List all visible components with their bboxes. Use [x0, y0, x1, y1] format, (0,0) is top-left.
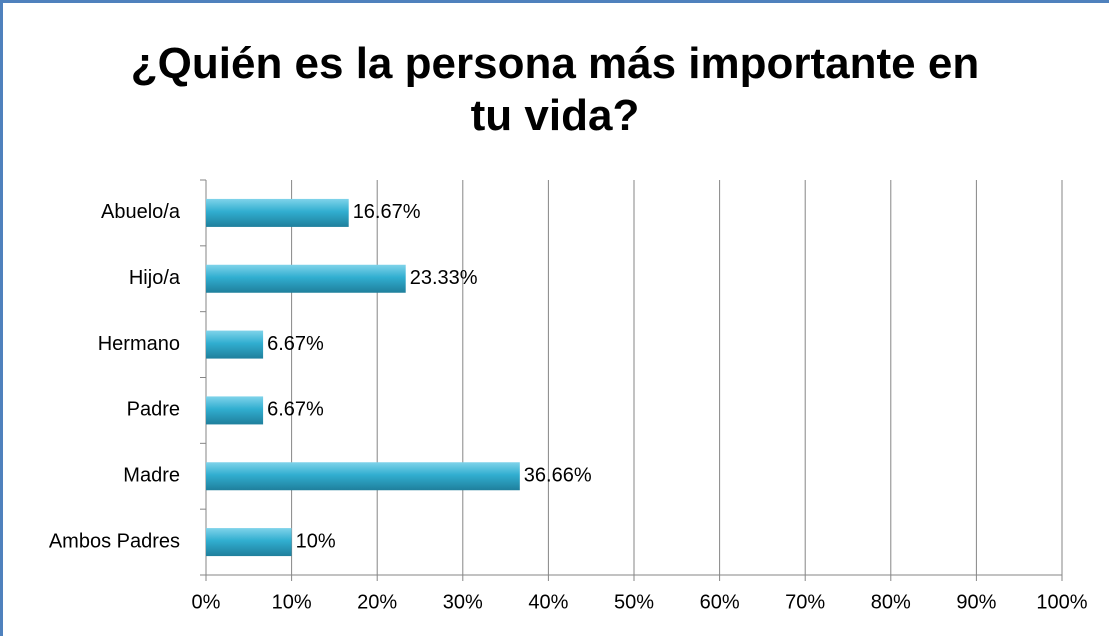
data-label: 16.67% — [353, 201, 421, 223]
bar — [206, 396, 264, 425]
x-tick-label: 0% — [192, 591, 221, 613]
x-tick-label: 50% — [614, 591, 654, 613]
x-tick-label: 30% — [443, 591, 483, 613]
data-label: 6.67% — [267, 399, 324, 421]
x-tick-label: 100% — [1036, 591, 1087, 613]
y-tick-label: Abuelo/a — [101, 201, 181, 223]
bar — [206, 462, 520, 491]
bar — [206, 528, 292, 557]
y-tick-label: Padre — [127, 399, 180, 421]
y-tick-label: Madre — [123, 465, 180, 487]
bar — [206, 264, 406, 293]
x-tick-label: 20% — [357, 591, 397, 613]
y-tick-label: Hermano — [98, 333, 180, 355]
chart-title: ¿Quién es la persona más importante en t… — [130, 39, 980, 140]
bar — [206, 330, 264, 359]
y-tick-label: Ambos Padres — [49, 530, 180, 552]
data-label: 10% — [296, 530, 336, 552]
x-tick-label: 70% — [785, 591, 825, 613]
data-label: 23.33% — [410, 267, 478, 289]
x-tick-label: 80% — [871, 591, 911, 613]
x-tick-label: 60% — [700, 591, 740, 613]
data-label: 6.67% — [267, 333, 324, 355]
y-tick-label: Hijo/a — [129, 267, 181, 289]
x-tick-label: 90% — [956, 591, 996, 613]
data-label: 36.66% — [524, 465, 592, 487]
bar — [206, 198, 349, 227]
x-tick-label: 40% — [528, 591, 568, 613]
x-tick-label: 10% — [272, 591, 312, 613]
